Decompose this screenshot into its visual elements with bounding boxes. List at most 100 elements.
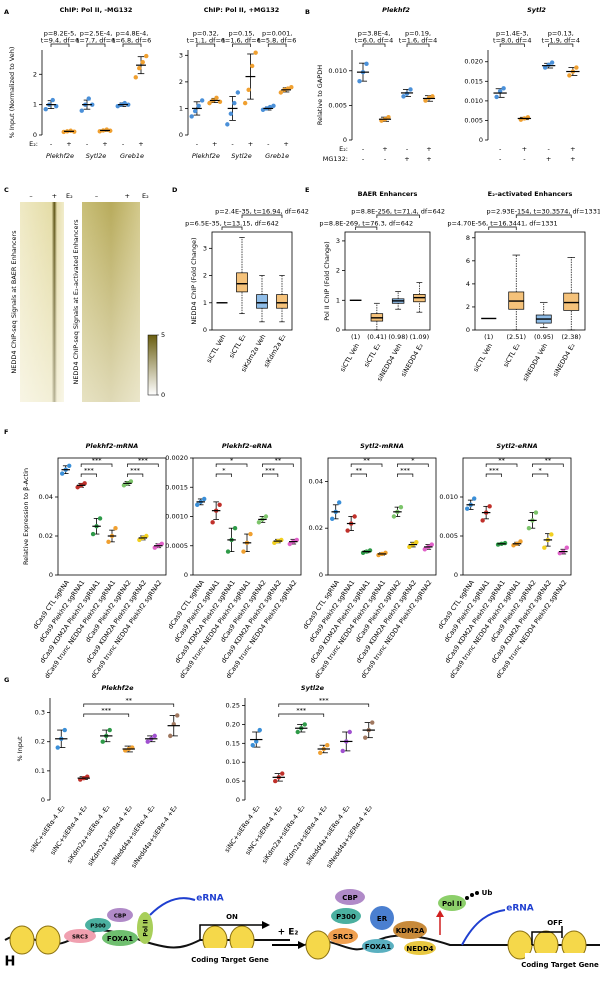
erna-label: eRNA xyxy=(506,904,534,914)
comparison-bracket xyxy=(232,43,251,47)
column-label: – xyxy=(95,192,98,200)
y-axis-title: % Input xyxy=(16,736,24,762)
y-axis-title: Relative Expression to β-Actin xyxy=(22,468,30,565)
protein xyxy=(404,941,436,955)
comparison-label: p=0.13, xyxy=(548,30,574,38)
plot-frame xyxy=(327,457,437,576)
group-label: Sytl2e xyxy=(86,152,106,160)
y-tick-label: 0.04 xyxy=(309,477,323,485)
comparison-bracket xyxy=(122,43,142,47)
comparison-label: p=2.4E-35, t=16.94, df=642 xyxy=(215,208,309,216)
y-tick-label: 0.15 xyxy=(226,739,240,747)
x-row-label: E₂: xyxy=(339,145,348,153)
data-point xyxy=(257,727,262,733)
heatmap-shade xyxy=(82,202,140,402)
data-point xyxy=(574,65,579,70)
y-tick-label: 4 xyxy=(466,280,470,288)
data-point xyxy=(423,98,428,103)
comparison-bracket xyxy=(488,226,517,230)
x-tick-label: - xyxy=(499,155,502,163)
panel-letter: D xyxy=(172,186,178,194)
y-tick-label: 0 xyxy=(179,131,183,139)
data-point xyxy=(391,514,397,519)
data-point xyxy=(128,479,134,484)
data-point xyxy=(235,90,241,95)
data-point xyxy=(137,66,142,71)
protein-label: Pol II xyxy=(442,900,462,908)
erna xyxy=(461,909,506,946)
comparison-label: ** xyxy=(275,457,282,465)
column-label: + xyxy=(125,192,130,200)
y-axis-title: % Input (Normalized to Veh) xyxy=(8,47,16,139)
data-point xyxy=(75,485,80,490)
chart-title: Plekhf2e xyxy=(101,684,134,692)
y-tick-label: 0.010 xyxy=(464,97,483,105)
data-point xyxy=(79,108,84,113)
chart-title: BAER Enhancers xyxy=(358,190,418,198)
protein xyxy=(331,908,361,924)
x-tick-label: siKdm2a+siERα-4 -E₂ xyxy=(260,803,306,865)
box xyxy=(276,294,288,309)
x-tick-label: siNEDD4 E₂ xyxy=(551,342,577,378)
comparison-label: ** xyxy=(356,467,363,475)
y-tick-label: 3 xyxy=(336,237,340,245)
median-label: (1.09) xyxy=(410,333,430,341)
y-tick-label: 0.005 xyxy=(464,116,483,124)
protein-label: SRC3 xyxy=(333,933,354,941)
x-tick-label: siCTL Veh xyxy=(472,342,495,373)
model-diagram: H SRC3 P300 CBP FOXA1 Pol II eRNA ON Cod… xyxy=(4,889,600,978)
y-tick-label: 0.0020 xyxy=(165,454,188,462)
data-point xyxy=(256,520,262,525)
x-tick-label: siCTL E₂ xyxy=(362,342,382,369)
data-point xyxy=(564,545,569,550)
data-point xyxy=(195,502,200,507)
data-point xyxy=(526,526,532,531)
comparison-bracket xyxy=(397,463,429,467)
data-point xyxy=(232,526,238,531)
comparison-label: *** xyxy=(84,467,95,475)
x-tick-label: + xyxy=(426,155,431,163)
data-point xyxy=(357,78,362,84)
data-point xyxy=(90,102,95,107)
plot-frame xyxy=(192,457,302,576)
protein xyxy=(393,921,427,939)
chart-title: Sytl2-mRNA xyxy=(360,442,404,450)
box xyxy=(563,292,580,311)
protein xyxy=(362,939,394,953)
x-tick-label: siCTL E₂ xyxy=(502,342,522,369)
y-tick-label: 0 xyxy=(466,326,470,334)
y-tick-label: 0 xyxy=(49,571,53,579)
comparison-label: * xyxy=(230,457,234,465)
data-point xyxy=(494,94,499,100)
protein-label: KDM2A xyxy=(396,927,425,935)
y-axis-title: Pol II ChIP (Fold Change) xyxy=(323,241,331,320)
protein xyxy=(85,918,111,932)
comparison-label: t=1.9, df=4 xyxy=(542,37,580,45)
chart-title: ChIP: Pol II, +MG132 xyxy=(204,6,280,14)
data-point xyxy=(501,86,506,91)
data-point xyxy=(144,53,149,59)
median-label: (1) xyxy=(351,333,360,341)
comparison-bracket xyxy=(532,473,549,477)
comparison-label: p=6.5E-35, t=13.15, df=642 xyxy=(185,220,279,228)
data-point xyxy=(567,73,572,78)
comparison-label: p=0.19, xyxy=(405,30,431,38)
data-point xyxy=(60,471,65,476)
y-tick-label: 0 xyxy=(319,571,323,579)
y-tick-label: 0.0015 xyxy=(165,483,188,491)
data-point xyxy=(271,103,276,108)
data-point xyxy=(533,510,539,515)
data-point xyxy=(253,50,258,55)
data-point xyxy=(289,84,294,90)
x-tick-label: + xyxy=(522,145,527,153)
y-tick-label: 0 xyxy=(479,136,483,144)
data-point xyxy=(337,500,342,505)
y-tick-label: 1 xyxy=(179,104,183,112)
comparison-bracket xyxy=(350,473,367,477)
data-point xyxy=(159,541,164,546)
protein-label: CBP xyxy=(342,894,358,902)
comparison-label: ** xyxy=(363,457,370,465)
data-point xyxy=(325,743,330,748)
median-label: (2.38) xyxy=(561,333,581,341)
x-tick-label: - xyxy=(122,140,125,148)
